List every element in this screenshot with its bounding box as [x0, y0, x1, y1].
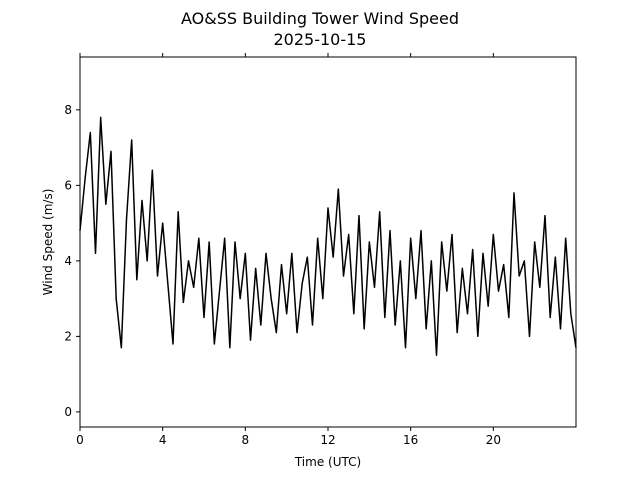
x-tick-label: 8	[242, 433, 250, 447]
y-axis-label: Wind Speed (m/s)	[41, 189, 55, 296]
y-tick-label: 4	[64, 254, 72, 268]
chart-subtitle: 2025-10-15	[274, 30, 367, 49]
x-tick-label: 4	[159, 433, 167, 447]
x-tick-label: 20	[486, 433, 501, 447]
y-tick-label: 6	[64, 178, 72, 192]
y-tick-label: 2	[64, 329, 72, 343]
y-tick-label: 0	[64, 405, 72, 419]
x-tick-label: 16	[403, 433, 418, 447]
chart-title: AO&SS Building Tower Wind Speed	[181, 9, 459, 28]
y-tick-label: 8	[64, 103, 72, 117]
data-line	[79, 116, 577, 357]
x-axis-label: Time (UTC)	[294, 455, 361, 469]
plot-frame	[79, 56, 577, 428]
x-tick-label: 12	[320, 433, 335, 447]
x-tick-label: 0	[76, 433, 84, 447]
